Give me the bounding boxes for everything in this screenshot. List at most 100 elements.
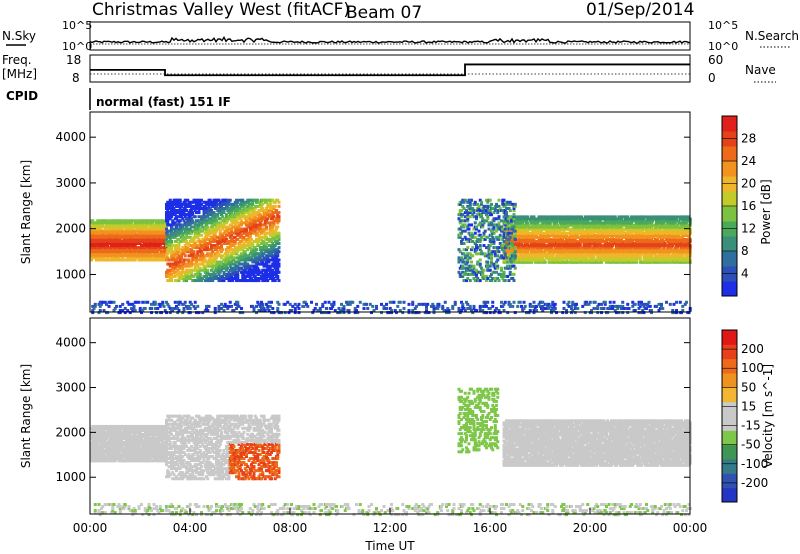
echo-cell — [201, 268, 205, 272]
echo-cell — [583, 233, 587, 237]
echo-cell — [548, 221, 552, 225]
echo-cell — [206, 270, 210, 274]
echo-cell — [587, 240, 591, 244]
echo-cell — [208, 241, 212, 245]
echo-cell — [253, 276, 257, 280]
echo-cell — [270, 254, 273, 258]
echo-cell — [243, 244, 247, 248]
echo-cell — [148, 252, 152, 256]
echo-cell — [225, 213, 228, 217]
echo-cell — [268, 268, 272, 272]
echo-cell — [515, 225, 518, 229]
echo-cell — [171, 274, 175, 278]
echo-cell — [233, 260, 237, 264]
echo-cell — [562, 233, 566, 237]
echo-cell — [193, 209, 197, 213]
echo-cell — [270, 248, 273, 252]
echo-cell — [245, 229, 248, 233]
echo-cell — [197, 215, 201, 219]
echo-cell — [186, 264, 190, 268]
echo-cell — [258, 225, 262, 229]
echo-cell — [178, 258, 182, 262]
echo-cell — [168, 264, 172, 268]
echo-cell — [270, 246, 273, 250]
echo-cell — [185, 239, 188, 243]
echo-cell — [236, 204, 240, 208]
echo-cell — [191, 213, 195, 217]
echo-cell — [186, 202, 190, 206]
echo-cell — [568, 219, 572, 223]
echo-cell — [237, 244, 241, 248]
echo-cell — [248, 231, 252, 235]
echo-cell — [223, 256, 227, 260]
echo-cell — [242, 237, 246, 241]
echo-cell — [273, 231, 277, 235]
echo-cell — [248, 202, 252, 206]
echo-cell — [148, 233, 152, 237]
echo-cell — [242, 270, 246, 274]
echo-cell — [186, 246, 190, 250]
echo-cell — [206, 229, 210, 233]
echo-cell — [105, 239, 108, 243]
echo-cell — [548, 223, 552, 227]
echo-cell — [265, 235, 268, 239]
echo-cell — [547, 229, 551, 233]
freq-panel-frame — [89, 54, 691, 83]
echo-cell — [251, 217, 255, 221]
echo-cell — [155, 241, 158, 245]
echo-cell — [181, 268, 185, 272]
echo-cell — [246, 209, 250, 213]
echo-cell — [526, 242, 530, 246]
echo-cell — [243, 250, 247, 254]
echo-cell — [252, 219, 256, 223]
echo-cell — [235, 198, 238, 202]
echo-cell — [211, 279, 215, 283]
echo-cell — [262, 252, 266, 256]
echo-cell — [225, 237, 228, 241]
echo-cell — [581, 254, 585, 258]
echo-cell — [562, 229, 566, 233]
echo-cell — [215, 268, 218, 272]
echo-cell — [265, 262, 268, 266]
echo-cell — [245, 256, 248, 260]
echo-cell — [265, 227, 268, 231]
echo-cell — [230, 211, 233, 215]
echo-cell — [272, 206, 276, 210]
echo-cell — [236, 250, 240, 254]
echo-cell — [223, 206, 227, 210]
echo-cell — [243, 276, 247, 280]
echo-cell — [256, 256, 260, 260]
echo-cell — [177, 246, 181, 250]
echo-cell — [268, 250, 272, 254]
echo-cell — [276, 248, 280, 252]
echo-cell — [523, 252, 527, 256]
echo-cell — [580, 236, 583, 240]
echo-cell — [206, 244, 210, 248]
echo-cell — [253, 274, 257, 278]
echo-cell — [576, 223, 580, 227]
echo-cell — [197, 270, 201, 274]
echo-cell — [146, 241, 150, 245]
echo-cell — [260, 250, 263, 254]
echo-cell — [220, 244, 223, 248]
echo-cell — [588, 244, 592, 248]
echo-cell — [213, 239, 217, 243]
echo-cell — [147, 221, 151, 225]
echo-cell — [217, 209, 221, 213]
echo-cell — [272, 223, 276, 227]
echo-cell — [182, 219, 186, 223]
cpid-text: normal (fast) 151 IF — [96, 95, 231, 109]
echo-cell — [545, 215, 548, 219]
echo-cell — [138, 221, 142, 225]
echo-cell — [218, 241, 222, 245]
echo-cell — [162, 237, 166, 241]
echo-cell — [550, 248, 553, 252]
echo-cell — [177, 250, 181, 254]
echo-cell — [267, 260, 271, 264]
echo-cell — [226, 217, 230, 221]
echo-cell — [192, 246, 196, 250]
echo-cell — [560, 215, 563, 219]
echo-cell — [96, 219, 100, 223]
echo-cell — [276, 276, 280, 280]
echo-cell — [236, 276, 240, 280]
